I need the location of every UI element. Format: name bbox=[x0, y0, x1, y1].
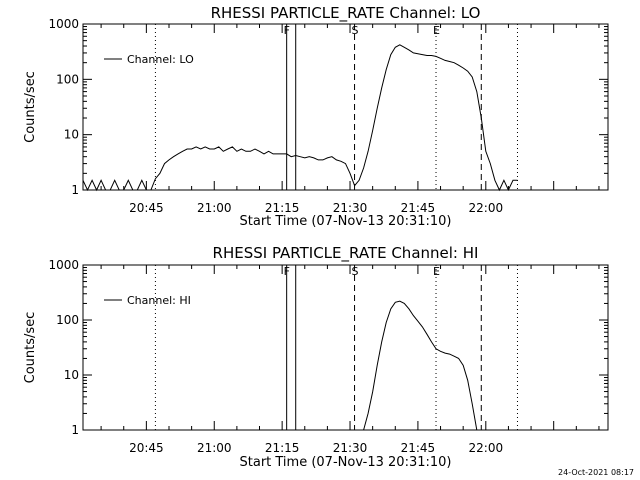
marker-label: S bbox=[352, 265, 359, 278]
chart-title: RHESSI PARTICLE_RATE Channel: LO bbox=[211, 4, 481, 23]
x-tick-label: 22:00 bbox=[469, 201, 504, 215]
marker-label: F bbox=[284, 265, 290, 278]
x-tick-label: 21:45 bbox=[401, 201, 436, 215]
x-tick-label: 21:15 bbox=[265, 441, 300, 455]
y-tick-label: 10 bbox=[64, 368, 79, 382]
chart-panel-0: RHESSI PARTICLE_RATE Channel: LO 20:45 21:… bbox=[23, 4, 609, 229]
footer-date: 24-Oct-2021 08:17 bbox=[558, 468, 634, 477]
y-tick-label: 1 bbox=[71, 183, 79, 197]
x-tick-label: 21:30 bbox=[333, 201, 368, 215]
marker-label: E bbox=[433, 24, 440, 37]
x-tick-label: 21:45 bbox=[401, 441, 436, 455]
legend-label: Channel: LO bbox=[127, 53, 194, 66]
x-tick-label: 20:45 bbox=[129, 201, 164, 215]
x-axis-label: Start Time (07-Nov-13 20:31:10) bbox=[240, 455, 452, 470]
series-line-0 bbox=[363, 300, 478, 431]
marker-label: F bbox=[284, 24, 290, 37]
x-tick-label: 21:00 bbox=[197, 441, 232, 455]
x-tick-label: 22:00 bbox=[469, 441, 504, 455]
y-tick-label: 10 bbox=[64, 128, 79, 142]
chart-panel-1: RHESSI PARTICLE_RATE Channel: HI 20:45 21:… bbox=[23, 244, 609, 470]
plot-frame bbox=[82, 23, 609, 191]
y-tick-label: 1000 bbox=[48, 258, 79, 272]
x-axis-label: Start Time (07-Nov-13 20:31:10) bbox=[240, 214, 452, 229]
marker-label: E bbox=[433, 265, 440, 278]
x-tick-label: 20:45 bbox=[129, 441, 164, 455]
series-line-0 bbox=[82, 44, 518, 192]
y-tick-label: 100 bbox=[56, 72, 79, 86]
legend-label: Channel: HI bbox=[127, 294, 191, 307]
x-tick-label: 21:00 bbox=[197, 201, 232, 215]
y-tick-label: 1000 bbox=[48, 17, 79, 31]
plot-frame bbox=[82, 264, 609, 431]
marker-label: S bbox=[352, 24, 359, 37]
y-axis-label: Counts/sec bbox=[23, 312, 38, 384]
y-tick-label: 1 bbox=[71, 423, 79, 437]
x-tick-label: 21:30 bbox=[333, 441, 368, 455]
y-axis-label: Counts/sec bbox=[23, 71, 38, 143]
x-tick-label: 21:15 bbox=[265, 201, 300, 215]
y-tick-label: 100 bbox=[56, 313, 79, 327]
chart-title: RHESSI PARTICLE_RATE Channel: HI bbox=[213, 244, 479, 263]
